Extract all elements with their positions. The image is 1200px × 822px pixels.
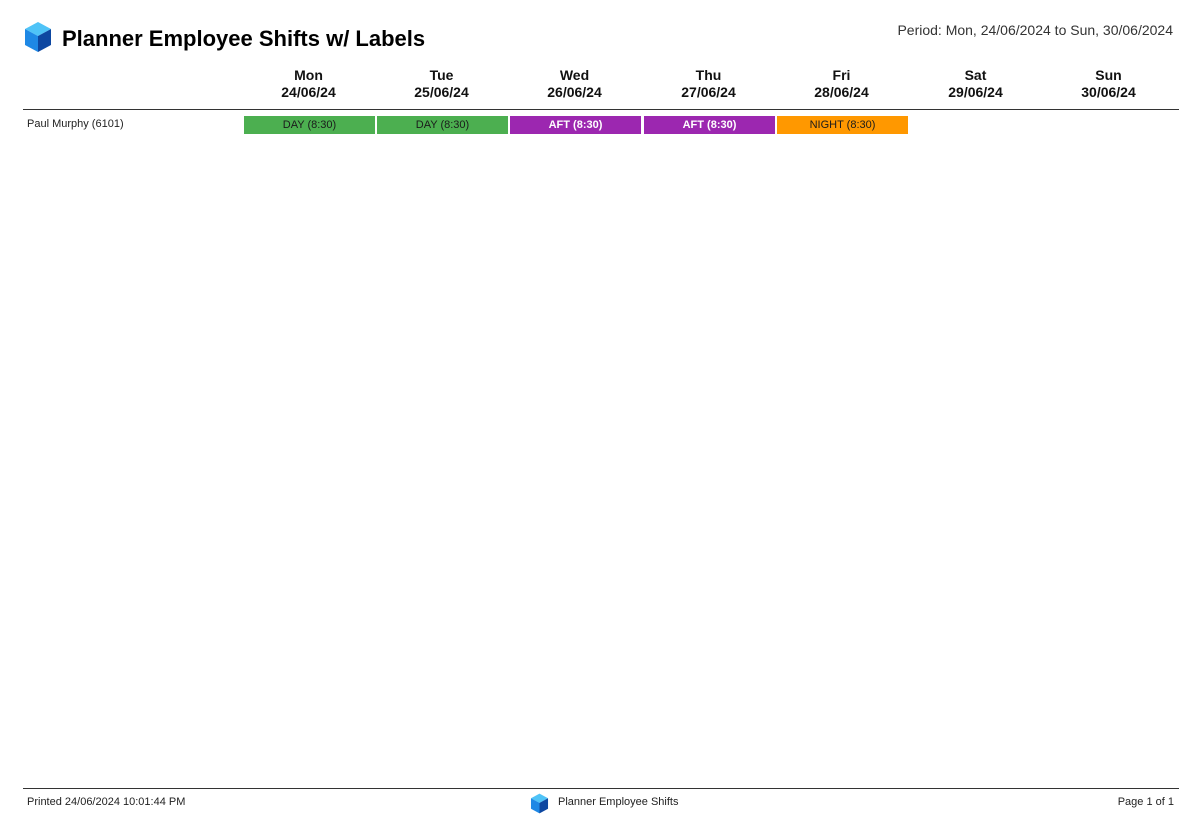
day-name: Tue (429, 67, 454, 83)
report-title: Planner Employee Shifts w/ Labels (62, 26, 426, 51)
day-name: Fri (832, 67, 851, 83)
blue-cube-icon (24, 21, 52, 53)
day-name: Wed (559, 67, 590, 83)
footer-report-name: Planner Employee Shifts (558, 796, 679, 808)
footer-divider (23, 788, 1179, 789)
day-header-tue: Tue 25/06/24 (376, 67, 507, 101)
header-divider (23, 109, 1179, 110)
day-header-mon: Mon 24/06/24 (243, 67, 374, 101)
day-date: 28/06/24 (814, 84, 869, 100)
day-date: 26/06/24 (547, 84, 602, 100)
blue-cube-icon (530, 793, 549, 814)
day-name: Mon (294, 67, 323, 83)
shift-block-wed[interactable]: AFT (8:30) (510, 116, 641, 134)
day-date: 27/06/24 (681, 84, 736, 100)
printed-timestamp: Printed 24/06/2024 10:01:44 PM (27, 796, 186, 808)
day-header-thu: Thu 27/06/24 (643, 67, 774, 101)
shift-block-tue[interactable]: DAY (8:30) (377, 116, 508, 134)
page-number: Page 1 of 1 (1117, 796, 1174, 808)
shift-block-fri[interactable]: NIGHT (8:30) (777, 116, 908, 134)
day-header-wed: Wed 26/06/24 (509, 67, 640, 101)
day-header-sun: Sun 30/06/24 (1043, 67, 1174, 101)
employee-name: Paul Murphy (6101) (27, 118, 124, 130)
day-name: Sun (1095, 67, 1122, 83)
day-date: 24/06/24 (281, 84, 336, 100)
day-name: Thu (695, 67, 722, 83)
day-date: 29/06/24 (948, 84, 1003, 100)
report-period: Period: Mon, 24/06/2024 to Sun, 30/06/20… (897, 22, 1173, 38)
day-header-sat: Sat 29/06/24 (910, 67, 1041, 101)
shift-block-thu[interactable]: AFT (8:30) (644, 116, 775, 134)
day-date: 25/06/24 (414, 84, 469, 100)
day-header-fri: Fri 28/06/24 (776, 67, 907, 101)
day-name: Sat (964, 67, 987, 83)
day-date: 30/06/24 (1081, 84, 1136, 100)
shift-block-mon[interactable]: DAY (8:30) (244, 116, 375, 134)
